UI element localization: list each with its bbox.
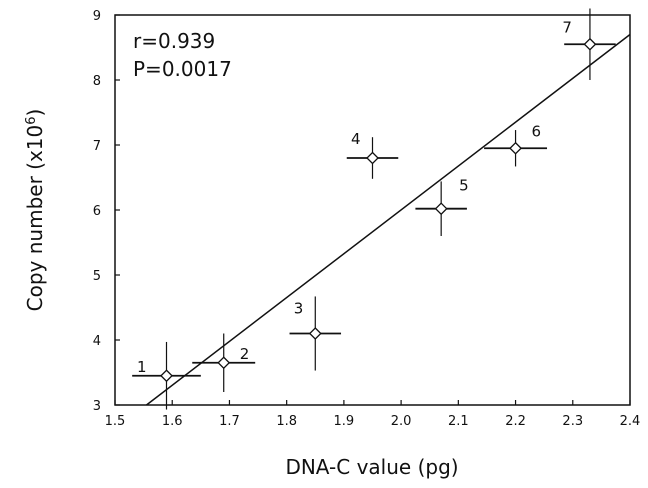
y-tick-label: 5 [93,269,101,284]
point-label: 5 [459,177,469,195]
x-tick-label: 2.4 [620,414,641,429]
x-tick-label: 2.0 [391,414,412,429]
diamond-marker [434,202,448,216]
x-tick-label: 1.9 [334,414,355,429]
data-points: 1 2 3 4 5 6 7 [132,8,616,410]
regression-line [146,33,631,406]
x-tick-label: 2.1 [448,414,469,429]
diamond-marker [160,369,173,383]
diamond-marker [366,151,379,165]
y-tick-label: 6 [93,204,101,219]
x-axis: 1.5 1.6 1.7 1.8 1.9 2.0 2.1 2.2 2.3 2.4 [105,400,641,429]
point-label: 3 [294,300,304,318]
x-tick-label: 1.8 [276,414,297,429]
y-axis-title-main: Copy number (x10 [23,125,47,312]
data-point-6: 6 [484,122,548,167]
data-point-1: 1 [132,341,201,410]
y-tick-label: 9 [93,9,101,24]
data-point-2: 2 [192,333,256,392]
y-tick-label: 7 [93,139,101,154]
x-tick-label: 1.5 [105,414,126,429]
y-axis-title-superscript: 6 [24,116,39,124]
y-axis-title-close: ) [23,109,47,117]
y-axis: 3 4 5 6 7 8 9 [93,9,120,414]
y-axis-title: Copy number (x106) [23,109,47,312]
y-tick-label: 8 [93,74,101,89]
diamond-marker [308,327,322,340]
point-label: 6 [532,122,542,140]
diamond-marker [583,37,597,51]
data-point-3: 3 [289,296,342,371]
diamond-marker [509,141,522,155]
y-tick-label: 4 [93,334,101,349]
y-tick-label: 3 [93,399,101,414]
x-tick-label: 2.2 [505,414,526,429]
regression-line-group [146,33,631,406]
x-tick-label: 1.7 [219,414,240,429]
point-label: 2 [240,345,250,363]
x-tick-label: 1.6 [162,414,183,429]
r-value-annotation: r=0.939 [133,29,215,53]
data-point-4: 4 [346,130,399,179]
point-label: 4 [351,130,361,148]
point-label: 1 [137,358,147,376]
data-point-7: 7 [562,8,616,80]
point-label: 7 [562,18,572,36]
x-axis-title: DNA-C value (pg) [285,455,458,479]
diamond-marker [217,356,231,370]
p-value-annotation: P=0.0017 [133,57,232,81]
data-point-5: 5 [415,177,469,236]
x-tick-label: 2.3 [562,414,583,429]
